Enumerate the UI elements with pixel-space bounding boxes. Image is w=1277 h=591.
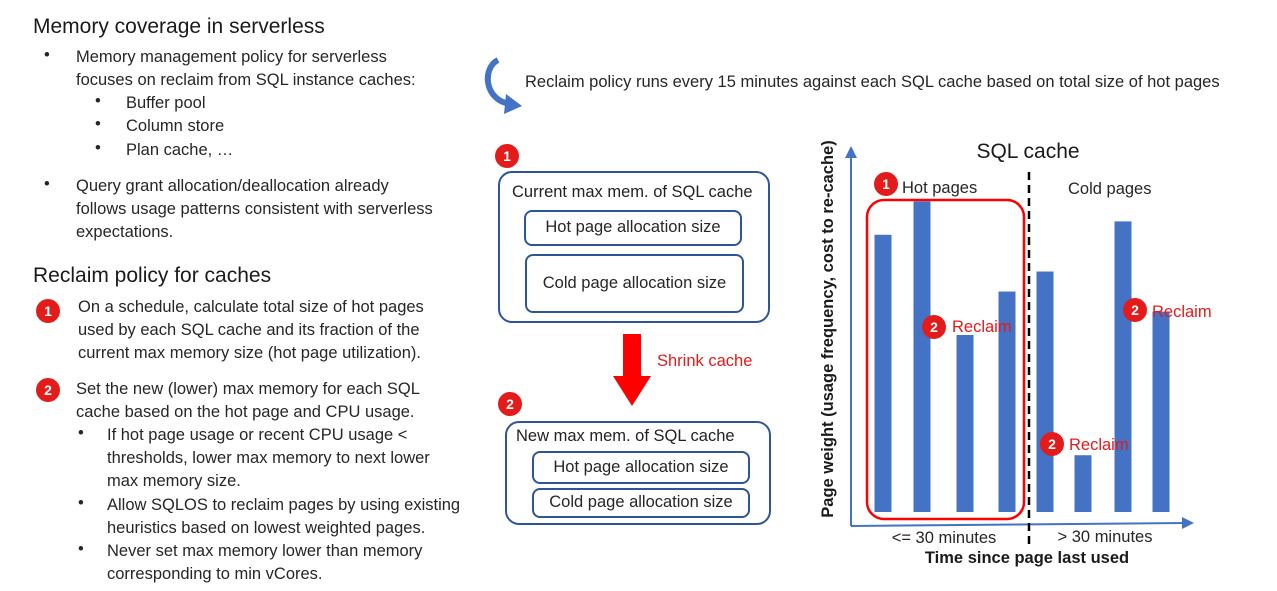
shrink-arrow-icon bbox=[613, 334, 651, 406]
chart-title: SQL cache bbox=[976, 140, 1079, 163]
sub-bullet-threshold: If hot page usage or recent CPU usage < … bbox=[107, 424, 430, 493]
bullet-dot: • bbox=[95, 139, 101, 157]
text-line: thresholds, lower max memory to next low… bbox=[107, 449, 430, 467]
hot-pages-frame bbox=[865, 198, 1026, 521]
new-max-mem-box: New max mem. of SQL cache Hot page alloc… bbox=[505, 421, 771, 525]
cold-page-bar bbox=[1152, 311, 1170, 512]
sub-item-column-store: Column store bbox=[126, 117, 225, 135]
y-axis-arrow-icon bbox=[845, 146, 857, 158]
memory-policy-text: Memory management policy for serverless … bbox=[76, 46, 416, 92]
text-line: Query grant allocation/deallocation alre… bbox=[76, 177, 389, 195]
step2-badge: 2 bbox=[36, 378, 60, 402]
hot-page-bar bbox=[913, 201, 931, 512]
text-line: follows usage patterns consistent with s… bbox=[76, 200, 433, 218]
section1-title: Memory coverage in serverless bbox=[33, 15, 325, 38]
sub-bullet-min-vcores: Never set max memory lower than memory c… bbox=[107, 540, 422, 586]
reclaim-label: Reclaim bbox=[1069, 436, 1129, 454]
cold-pages-label: Cold pages bbox=[1068, 180, 1151, 198]
section2-title: Reclaim policy for caches bbox=[33, 264, 272, 287]
hot-page-bar bbox=[874, 234, 892, 512]
hot-pages-label: Hot pages bbox=[902, 179, 977, 197]
reclaim-badge-number: 2 bbox=[930, 319, 938, 335]
text-line: used by each SQL cache and its fraction … bbox=[78, 321, 420, 339]
bullet-dot: • bbox=[78, 494, 84, 512]
text-line: expectations. bbox=[76, 223, 174, 241]
reclaim-label: Reclaim bbox=[952, 318, 1012, 336]
x-axis-arrow-icon bbox=[1182, 517, 1194, 529]
hot-step-badge-number: 1 bbox=[882, 176, 890, 192]
hot-page-bar bbox=[998, 291, 1016, 512]
box2-hot-allocation: Hot page allocation size bbox=[532, 451, 750, 484]
box1-cold-allocation: Cold page allocation size bbox=[525, 254, 744, 313]
x-tick-old: > 30 minutes bbox=[1058, 528, 1153, 546]
text-line: current max memory size (hot page utiliz… bbox=[78, 344, 421, 362]
text-line: heuristics based on lowest weighted page… bbox=[107, 519, 426, 537]
y-axis-label: Page weight (usage frequency, cost to re… bbox=[819, 140, 837, 517]
shrink-cache-label: Shrink cache bbox=[657, 352, 753, 370]
text-line: Allow SQLOS to reclaim pages by using ex… bbox=[107, 496, 461, 514]
x-axis-label: Time since page last used bbox=[925, 549, 1129, 567]
sub-bullet-sqlos: Allow SQLOS to reclaim pages by using ex… bbox=[107, 494, 460, 540]
text-line: Memory management policy for serverless bbox=[76, 48, 387, 66]
reclaim-badge bbox=[1123, 298, 1147, 322]
reclaim-badge-number: 2 bbox=[1131, 302, 1139, 318]
text-line: On a schedule, calculate total size of h… bbox=[78, 298, 424, 316]
box1-step-badge: 1 bbox=[495, 144, 519, 168]
cold-page-bar bbox=[1114, 221, 1132, 513]
x-axis bbox=[850, 522, 1185, 527]
chart-bars bbox=[874, 201, 1170, 513]
text-line: cache based on the hot page and CPU usag… bbox=[76, 403, 415, 421]
bullet-dot: • bbox=[95, 115, 101, 133]
bullet-dot: • bbox=[95, 92, 101, 110]
step2-text: Set the new (lower) max memory for each … bbox=[76, 378, 420, 424]
reclaim-badge bbox=[922, 315, 946, 339]
reclaim-badge bbox=[1040, 432, 1064, 456]
current-max-mem-box: Current max mem. of SQL cache Hot page a… bbox=[498, 171, 770, 323]
cold-page-bar bbox=[1036, 271, 1054, 512]
reclaim-label: Reclaim bbox=[1152, 303, 1212, 321]
hot-step-badge bbox=[874, 172, 898, 196]
box1-title: Current max mem. of SQL cache bbox=[512, 183, 753, 201]
cycle-arrow-icon bbox=[484, 57, 522, 114]
step1-badge: 1 bbox=[36, 299, 60, 323]
step1-text: On a schedule, calculate total size of h… bbox=[78, 296, 424, 365]
bullet-dot: • bbox=[44, 46, 50, 64]
policy-schedule-text: Reclaim policy runs every 15 minutes aga… bbox=[525, 73, 1220, 91]
text-line: Never set max memory lower than memory bbox=[107, 542, 423, 560]
cold-page-bar bbox=[1074, 455, 1092, 512]
sub-item-buffer-pool: Buffer pool bbox=[126, 94, 206, 112]
query-grant-text: Query grant allocation/deallocation alre… bbox=[76, 175, 433, 244]
text-line: max memory size. bbox=[107, 472, 241, 490]
text-line: corresponding to min vCores. bbox=[107, 565, 323, 583]
text-line: If hot page usage or recent CPU usage < bbox=[107, 426, 408, 444]
bullet-dot: • bbox=[78, 540, 84, 558]
hot-page-bar bbox=[956, 334, 974, 512]
reclaim-badge-number: 2 bbox=[1048, 436, 1056, 452]
bullet-dot: • bbox=[78, 424, 84, 442]
box2-title: New max mem. of SQL cache bbox=[516, 427, 735, 445]
x-tick-recent: <= 30 minutes bbox=[892, 529, 997, 547]
sub-item-plan-cache: Plan cache, … bbox=[126, 141, 234, 159]
bullet-dot: • bbox=[44, 175, 50, 193]
text-line: Set the new (lower) max memory for each … bbox=[76, 380, 420, 398]
box2-step-badge: 2 bbox=[498, 392, 522, 416]
box2-cold-allocation: Cold page allocation size bbox=[532, 488, 750, 518]
text-line: focuses on reclaim from SQL instance cac… bbox=[76, 71, 416, 89]
box1-hot-allocation: Hot page allocation size bbox=[524, 210, 742, 246]
